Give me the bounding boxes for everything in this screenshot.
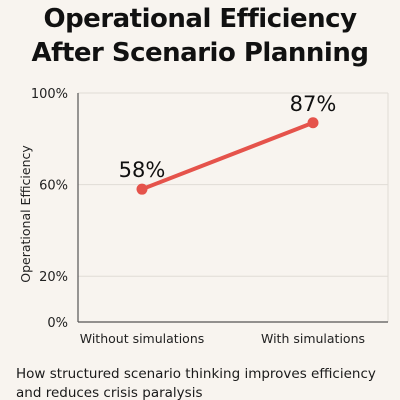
series-line <box>140 120 315 192</box>
grid-layer <box>78 92 389 322</box>
label-layer: 0% 20% 60% 100% Without simulations With simu… <box>31 87 365 346</box>
y-tick-label: 20% <box>39 270 68 285</box>
data-label: 87% <box>290 92 337 116</box>
chart-title-line-1: Operational Efficiency <box>43 4 357 34</box>
y-axis-title: Operational Efficiency <box>18 145 33 283</box>
chart-title-line-2: After Scenario Planning <box>31 38 369 68</box>
series-layer <box>136 117 319 195</box>
data-label: 58% <box>119 158 166 182</box>
x-tick-label: Without simulations <box>80 331 205 346</box>
y-tick-label: 60% <box>39 179 68 194</box>
y-tick-label: 100% <box>31 87 68 102</box>
caption-line-1: How structured scenario thinking improve… <box>16 366 376 382</box>
y-tick-label: 0% <box>47 316 68 331</box>
data-point <box>136 183 148 195</box>
caption-line-2: and reduces crisis paralysis <box>16 385 203 400</box>
axis-layer <box>77 93 388 323</box>
x-tick-label: With simulations <box>261 331 365 346</box>
data-point <box>307 117 319 129</box>
